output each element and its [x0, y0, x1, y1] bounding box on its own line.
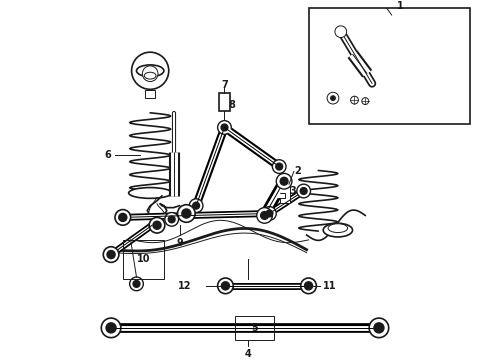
Circle shape	[177, 205, 195, 222]
Circle shape	[221, 282, 229, 290]
Ellipse shape	[129, 188, 172, 198]
Text: 2: 2	[294, 166, 301, 176]
Circle shape	[189, 199, 203, 212]
Circle shape	[301, 278, 317, 294]
Circle shape	[350, 96, 358, 104]
Text: 8: 8	[228, 100, 235, 110]
Circle shape	[297, 184, 311, 198]
Bar	[123, 240, 164, 279]
Circle shape	[119, 213, 127, 221]
Text: 10: 10	[137, 255, 150, 265]
Circle shape	[272, 160, 286, 174]
Ellipse shape	[323, 223, 352, 237]
Circle shape	[221, 124, 228, 131]
Text: 9: 9	[176, 238, 183, 248]
Circle shape	[276, 163, 283, 170]
Circle shape	[305, 282, 313, 290]
Circle shape	[362, 98, 368, 104]
Circle shape	[218, 121, 231, 134]
Circle shape	[263, 207, 276, 220]
Text: 11: 11	[323, 281, 337, 291]
Circle shape	[101, 318, 121, 338]
Circle shape	[115, 210, 131, 225]
Bar	[280, 181, 290, 203]
Circle shape	[165, 212, 178, 226]
Circle shape	[266, 210, 273, 217]
Circle shape	[193, 202, 199, 209]
Bar	[309, 8, 470, 123]
Circle shape	[132, 52, 169, 89]
Circle shape	[280, 177, 288, 185]
Text: 6: 6	[104, 150, 111, 160]
Circle shape	[327, 92, 339, 104]
Circle shape	[182, 209, 191, 218]
Circle shape	[257, 208, 272, 223]
Circle shape	[369, 318, 389, 338]
Circle shape	[335, 26, 346, 37]
Circle shape	[330, 95, 336, 101]
Circle shape	[276, 174, 292, 189]
Text: 3: 3	[289, 186, 296, 196]
Circle shape	[300, 188, 307, 194]
Circle shape	[106, 323, 116, 333]
Circle shape	[168, 216, 175, 223]
Ellipse shape	[145, 72, 156, 79]
Circle shape	[103, 247, 119, 262]
Circle shape	[261, 212, 269, 219]
Ellipse shape	[137, 65, 164, 77]
Bar	[235, 316, 274, 339]
Bar	[277, 193, 285, 198]
Text: 12: 12	[178, 281, 191, 291]
Text: 1: 1	[396, 1, 403, 11]
Circle shape	[149, 217, 165, 233]
Text: 5: 5	[251, 323, 258, 333]
Circle shape	[133, 280, 140, 287]
Circle shape	[143, 66, 158, 81]
Bar	[219, 93, 230, 111]
Ellipse shape	[328, 224, 347, 233]
Circle shape	[218, 278, 233, 294]
Circle shape	[107, 251, 115, 258]
Circle shape	[374, 323, 384, 333]
Circle shape	[130, 277, 144, 291]
Text: 4: 4	[245, 349, 251, 359]
Bar	[146, 90, 155, 98]
Circle shape	[153, 221, 161, 229]
Text: 7: 7	[221, 80, 228, 90]
